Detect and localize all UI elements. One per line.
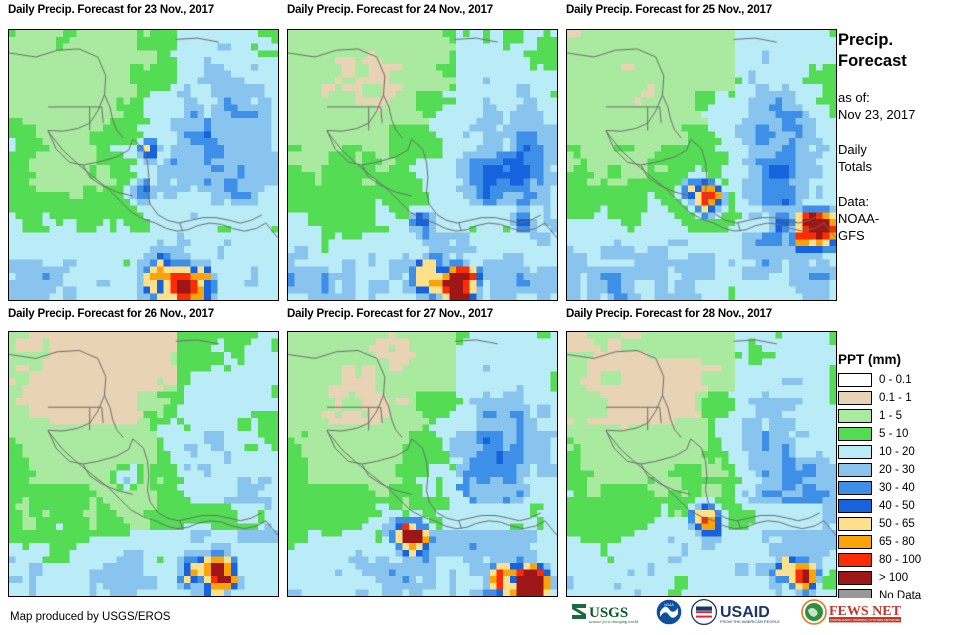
noaa-logo: NOAA <box>655 598 683 626</box>
legend-label: 20 - 30 <box>879 464 915 476</box>
legend-swatch <box>838 553 872 567</box>
legend-label: 40 - 50 <box>879 500 915 512</box>
legend-item: 0 - 0.1 <box>838 371 970 389</box>
country-borders-overlay <box>567 30 836 300</box>
data-source-block: Data: NOAA- GFS <box>838 194 970 245</box>
legend-label: 0 - 0.1 <box>879 374 912 386</box>
as-of-date: Nov 23, 2017 <box>838 107 916 123</box>
legend-label: 10 - 20 <box>879 446 915 458</box>
legend-swatch <box>838 499 872 513</box>
side-info-panel: Precip. Forecast as of: Nov 23, 2017 Dai… <box>838 30 970 244</box>
side-title-line1: Precip. <box>838 31 894 49</box>
logo-strip: USGS science for a changing world NOAA U… <box>570 598 905 626</box>
legend-swatch <box>838 391 872 405</box>
country-borders-overlay <box>288 30 557 300</box>
legend-label: > 100 <box>879 572 909 584</box>
map-frame-0[interactable] <box>8 29 279 301</box>
panel-title-4: Daily Precip. Forecast for 27 Nov., 2017 <box>287 308 493 320</box>
map-frame-2[interactable] <box>566 29 837 301</box>
as-of-label: as of: <box>838 90 870 106</box>
fewsnet-logo: FEWS NET FAMINE EARLY WARNING SYSTEMS NE… <box>801 598 905 626</box>
legend-item: 80 - 100 <box>838 551 970 569</box>
footer-credit: Map produced by USGS/EROS <box>10 611 171 623</box>
totals-block: Daily Totals <box>838 142 970 176</box>
legend-swatch <box>838 481 872 495</box>
side-title: Precip. Forecast <box>838 30 970 72</box>
country-borders-overlay <box>9 30 278 300</box>
country-borders-overlay <box>9 332 278 596</box>
panel-title-5: Daily Precip. Forecast for 28 Nov., 2017 <box>566 308 772 320</box>
legend-item: 0.1 - 1 <box>838 389 970 407</box>
panel-4: Daily Precip. Forecast for 27 Nov., 2017 <box>287 308 493 320</box>
legend-rows: 0 - 0.1 0.1 - 1 1 - 5 5 - 10 10 - 20 20 - 30 3… <box>838 371 970 605</box>
totals-line1: Daily <box>838 142 867 157</box>
legend-label: 80 - 100 <box>879 554 922 566</box>
legend-item: 10 - 20 <box>838 443 970 461</box>
legend-swatch <box>838 409 872 423</box>
svg-text:USAID: USAID <box>720 604 770 621</box>
data-label: Data: <box>838 193 870 209</box>
svg-text:FROM THE AMERICAN PEOPLE: FROM THE AMERICAN PEOPLE <box>720 619 780 624</box>
legend-swatch <box>838 571 872 585</box>
panel-title-0: Daily Precip. Forecast for 23 Nov., 2017 <box>8 4 214 16</box>
map-frame-4[interactable] <box>287 331 558 597</box>
svg-text:FEWS NET: FEWS NET <box>829 604 902 619</box>
legend-item: 50 - 65 <box>838 515 970 533</box>
svg-text:FAMINE EARLY WARNING SYSTEMS N: FAMINE EARLY WARNING SYSTEMS NETWORK <box>830 618 901 622</box>
panel-5: Daily Precip. Forecast for 28 Nov., 2017 <box>566 308 772 320</box>
panel-title-3: Daily Precip. Forecast for 26 Nov., 2017 <box>8 308 214 320</box>
as-of-block: as of: Nov 23, 2017 <box>838 90 970 124</box>
country-borders-overlay <box>288 332 557 596</box>
totals-line2: Totals <box>838 158 872 174</box>
panel-title-1: Daily Precip. Forecast for 24 Nov., 2017 <box>287 4 493 16</box>
usgs-logo: USGS science for a changing world <box>570 598 648 626</box>
legend-swatch <box>838 445 872 459</box>
legend-swatch <box>838 517 872 531</box>
legend-item: 40 - 50 <box>838 497 970 515</box>
legend-label: 1 - 5 <box>879 410 903 422</box>
legend-item: 65 - 80 <box>838 533 970 551</box>
country-borders-overlay <box>567 332 836 596</box>
legend-label: 5 - 10 <box>879 428 909 440</box>
legend-title: PPT (mm) <box>838 352 902 367</box>
map-frame-3[interactable] <box>8 331 279 597</box>
legend-swatch <box>838 427 872 441</box>
panel-0: Daily Precip. Forecast for 23 Nov., 2017 <box>8 4 214 16</box>
legend-swatch <box>838 535 872 549</box>
panel-1: Daily Precip. Forecast for 24 Nov., 2017 <box>287 4 493 16</box>
map-frame-5[interactable] <box>566 331 837 597</box>
panel-3: Daily Precip. Forecast for 26 Nov., 2017 <box>8 308 214 320</box>
legend-item: > 100 <box>838 569 970 587</box>
svg-text:NOAA: NOAA <box>664 603 674 607</box>
legend-label: 50 - 65 <box>879 518 915 530</box>
legend-swatch <box>838 463 872 477</box>
legend-item: 5 - 10 <box>838 425 970 443</box>
legend-swatch <box>838 373 872 387</box>
legend: PPT (mm) 0 - 0.1 0.1 - 1 1 - 5 5 - 10 10 - 2… <box>838 352 970 605</box>
legend-label: 0.1 - 1 <box>879 392 912 404</box>
svg-text:USGS: USGS <box>589 605 628 621</box>
usaid-logo: USAID FROM THE AMERICAN PEOPLE <box>690 598 794 626</box>
data-source-line3: GFS <box>838 227 865 243</box>
data-source-line2: NOAA- <box>838 210 880 226</box>
side-title-line2: Forecast <box>838 52 907 71</box>
legend-label: 30 - 40 <box>879 482 915 494</box>
legend-item: 20 - 30 <box>838 461 970 479</box>
legend-item: 30 - 40 <box>838 479 970 497</box>
legend-label: 65 - 80 <box>879 536 915 548</box>
legend-item: 1 - 5 <box>838 407 970 425</box>
panel-title-2: Daily Precip. Forecast for 25 Nov., 2017 <box>566 4 772 16</box>
svg-text:science for a changing world: science for a changing world <box>589 619 639 624</box>
map-frame-1[interactable] <box>287 29 558 301</box>
panel-2: Daily Precip. Forecast for 25 Nov., 2017 <box>566 4 772 16</box>
